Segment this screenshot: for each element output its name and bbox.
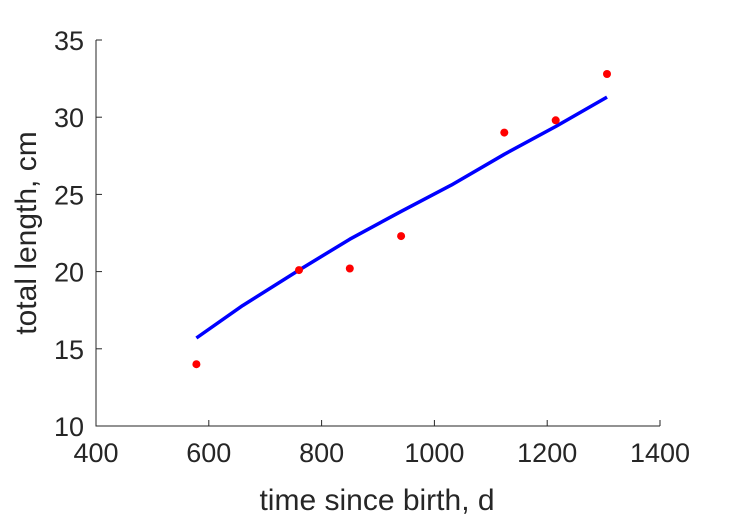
data-point: [192, 360, 201, 369]
x-tick-label: 1200: [517, 438, 577, 468]
y-tick-label: 30: [54, 103, 84, 133]
data-point: [500, 128, 509, 137]
x-tick-label: 400: [73, 438, 118, 468]
x-tick-label: 1400: [630, 438, 690, 468]
y-axis-label: total length, cm: [10, 131, 43, 334]
x-axis-label: time since birth, d: [259, 484, 494, 517]
fit-curve: [195, 95, 608, 340]
series-layer: [192, 70, 611, 369]
y-axis-ticks: 10 15 20 25 30 35: [54, 26, 102, 442]
y-tick-label: 15: [54, 335, 84, 365]
y-tick-label: 20: [54, 258, 84, 288]
data-point: [603, 70, 611, 78]
x-tick-label: 1000: [404, 438, 464, 468]
plot-area: 400 600 800 1000 1200 1400 10 15 20 25 30 35: [54, 26, 690, 468]
y-tick-label: 25: [54, 180, 84, 210]
x-tick-label: 600: [186, 438, 231, 468]
data-point: [397, 232, 406, 241]
x-axis-ticks: 400 600 800 1000 1200 1400: [73, 420, 690, 468]
data-point: [295, 266, 303, 275]
data-point: [551, 116, 560, 125]
y-tick-label: 10: [54, 412, 84, 442]
x-tick-label: 800: [299, 438, 344, 468]
data-point: [345, 264, 354, 273]
y-tick-label: 35: [54, 26, 84, 56]
axes-frame: [95, 40, 660, 427]
